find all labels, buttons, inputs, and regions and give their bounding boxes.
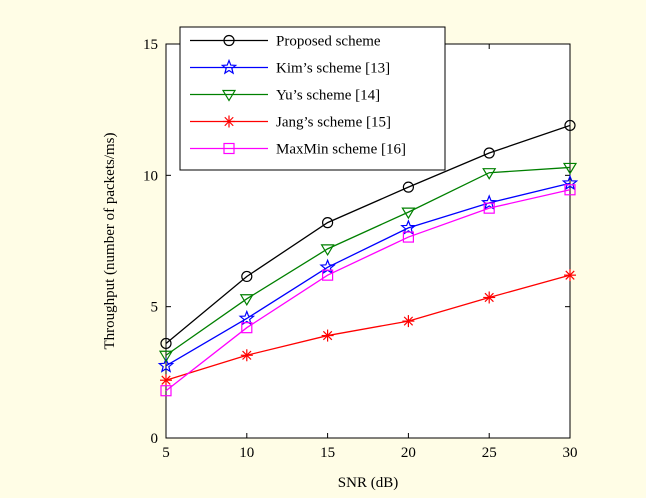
data-point (480, 194, 498, 210)
series-3 (160, 269, 576, 387)
series-line (165, 182, 571, 367)
data-point (239, 294, 254, 306)
data-point (482, 168, 497, 180)
data-point (402, 231, 414, 243)
x-axis-label: SNR (dB) (338, 475, 398, 491)
data-point (483, 202, 495, 214)
data-point (160, 385, 172, 397)
legend-label: Jang’s scheme [15] (276, 115, 391, 131)
data-point (564, 184, 576, 196)
legend-entry: MaxMin scheme [16] (190, 142, 406, 158)
data-point (561, 174, 579, 191)
series-line (165, 274, 571, 381)
data-point (564, 119, 576, 132)
data-point (322, 217, 334, 229)
data-point (562, 162, 578, 175)
legend-entry: Kim’s scheme [13] (190, 58, 390, 77)
x-tick-label: 20 (401, 445, 416, 461)
data-point (320, 244, 335, 257)
y-tick-label: 10 (143, 168, 158, 184)
legend-label: Kim’s scheme [13] (276, 61, 390, 77)
legend-label: Proposed scheme (276, 34, 381, 50)
data-point (400, 219, 417, 235)
data-point (402, 315, 415, 328)
legend-entry: Yu’s scheme [14] (190, 88, 380, 104)
data-point (241, 322, 253, 334)
data-point (401, 207, 416, 220)
data-point (402, 181, 414, 193)
data-point (483, 147, 495, 159)
series-4 (160, 184, 576, 397)
y-tick-label: 15 (143, 37, 158, 53)
x-tick-label: 10 (239, 445, 254, 461)
legend-label: MaxMin scheme [16] (276, 142, 406, 158)
x-tick-label: 25 (482, 445, 497, 461)
data-point (321, 329, 334, 342)
data-point (241, 270, 253, 283)
legend-entry: Jang’s scheme [15] (190, 115, 391, 131)
data-point (158, 350, 174, 363)
series-2 (158, 162, 578, 363)
legend-label: Yu’s scheme [14] (276, 88, 380, 104)
legend-marker (223, 34, 235, 47)
series-0 (160, 119, 576, 350)
legend-marker (221, 89, 237, 102)
x-tick-label: 15 (320, 445, 335, 461)
series-line (165, 189, 571, 392)
x-tick-label: 30 (563, 445, 578, 461)
data-point (238, 309, 256, 326)
legend: Proposed scheme Kim’s scheme [13] Yu’s sch… (179, 26, 446, 171)
series-layer (157, 119, 579, 397)
data-point (322, 269, 334, 281)
legend-marker (223, 142, 235, 155)
y-axis-label: Throughput (number of packets/ms) (102, 132, 118, 349)
x-tick-label: 5 (162, 445, 170, 461)
y-tick-label: 5 (151, 300, 159, 316)
data-point (160, 337, 172, 350)
data-point (157, 357, 175, 373)
series-line (165, 124, 571, 344)
data-point (483, 291, 496, 304)
y-tick-label: 0 (151, 431, 159, 447)
legend-marker (220, 58, 238, 75)
data-point (240, 349, 253, 362)
data-point (564, 269, 576, 282)
legend-entry: Proposed scheme (190, 34, 381, 50)
legend-marker (223, 115, 235, 128)
data-point (160, 374, 172, 387)
series-line (165, 166, 571, 356)
